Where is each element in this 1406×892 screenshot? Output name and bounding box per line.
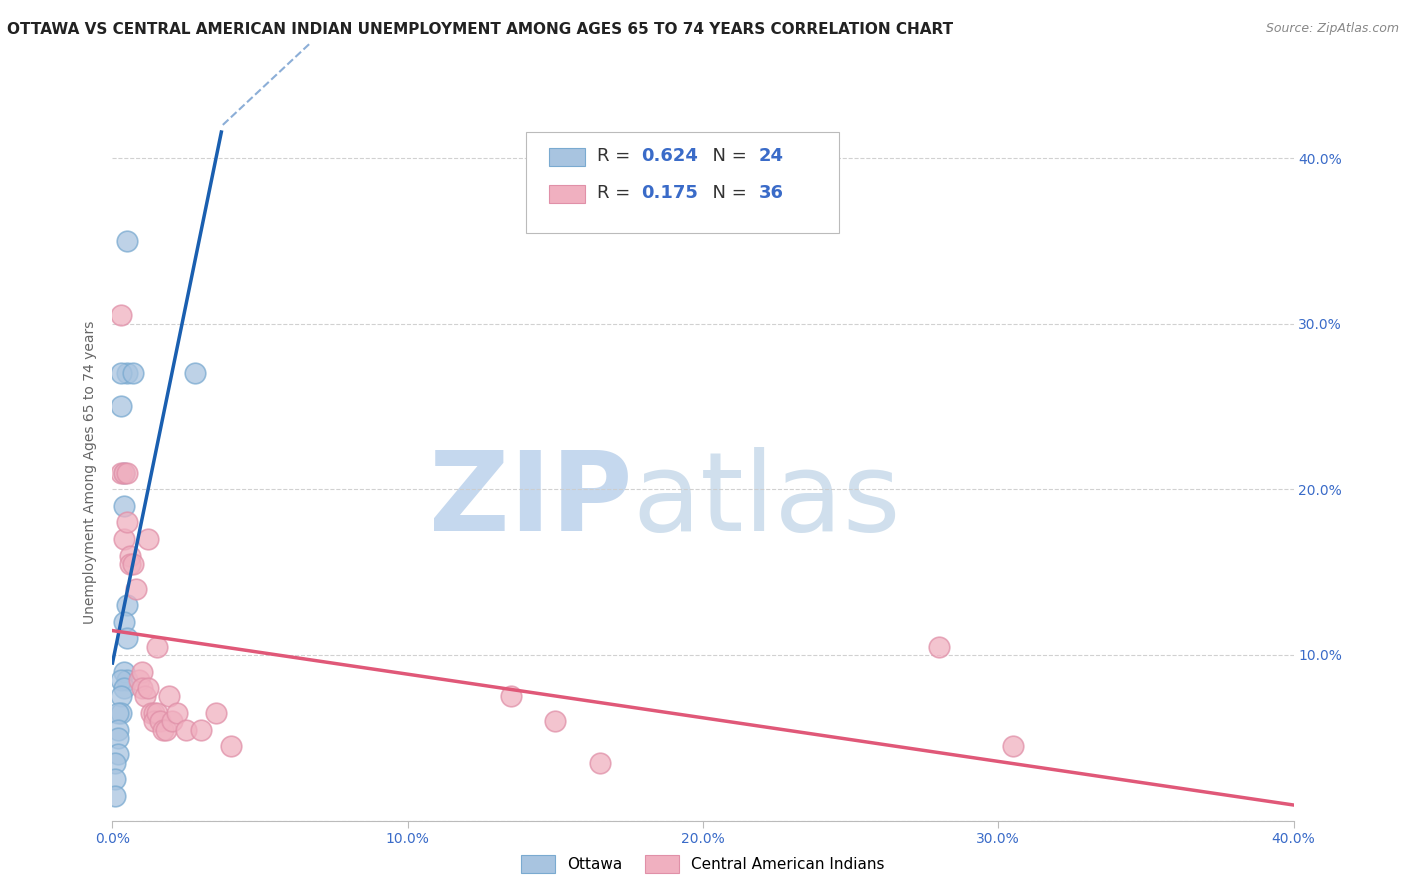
Point <box>112 681 135 695</box>
Point <box>928 640 950 654</box>
Point <box>117 599 138 613</box>
Point <box>1001 739 1024 753</box>
Point <box>117 234 138 248</box>
Point <box>117 516 138 530</box>
Point <box>219 739 242 753</box>
Point <box>131 665 153 679</box>
Point <box>142 706 165 720</box>
Point <box>122 557 145 571</box>
Text: R =: R = <box>596 147 636 165</box>
Text: 0.624: 0.624 <box>641 147 699 165</box>
Point <box>157 690 180 704</box>
Point <box>107 706 129 720</box>
Text: Source: ZipAtlas.com: Source: ZipAtlas.com <box>1265 22 1399 36</box>
Point <box>117 673 138 687</box>
Point <box>166 706 188 720</box>
Point <box>112 499 135 513</box>
Point <box>149 714 172 729</box>
Point <box>110 309 132 323</box>
Text: R =: R = <box>596 184 641 202</box>
Point <box>190 723 212 737</box>
Text: ZIP: ZIP <box>429 447 633 554</box>
Point <box>134 690 156 704</box>
Text: 36: 36 <box>758 184 783 202</box>
Point <box>117 466 138 480</box>
Point <box>155 723 177 737</box>
Point <box>501 690 523 704</box>
Point <box>136 681 159 695</box>
Point <box>131 681 153 695</box>
Point <box>110 706 132 720</box>
Point <box>104 772 127 787</box>
FancyBboxPatch shape <box>550 186 585 202</box>
Point <box>588 756 610 770</box>
Point <box>110 466 132 480</box>
Point <box>125 582 148 596</box>
Point <box>110 690 132 704</box>
Point <box>205 706 228 720</box>
Text: OTTAWA VS CENTRAL AMERICAN INDIAN UNEMPLOYMENT AMONG AGES 65 TO 74 YEARS CORRELA: OTTAWA VS CENTRAL AMERICAN INDIAN UNEMPL… <box>7 22 953 37</box>
Point <box>117 367 138 381</box>
Point <box>139 706 162 720</box>
Point <box>112 466 135 480</box>
Point <box>128 673 150 687</box>
Point <box>184 367 207 381</box>
Point <box>120 557 142 571</box>
Legend: Ottawa, Central American Indians: Ottawa, Central American Indians <box>515 849 891 880</box>
Point <box>152 723 174 737</box>
Point <box>107 723 129 737</box>
Y-axis label: Unemployment Among Ages 65 to 74 years: Unemployment Among Ages 65 to 74 years <box>83 321 97 624</box>
Point <box>544 714 567 729</box>
Text: 24: 24 <box>758 147 783 165</box>
Point <box>112 615 135 629</box>
Point <box>107 731 129 745</box>
Point <box>122 367 145 381</box>
Point <box>110 673 132 687</box>
Point <box>146 706 169 720</box>
Point <box>107 747 129 762</box>
Point <box>160 714 183 729</box>
Point <box>146 640 169 654</box>
Point <box>104 789 127 803</box>
Point <box>112 466 135 480</box>
Point <box>117 632 138 646</box>
Point <box>110 400 132 414</box>
Point <box>112 665 135 679</box>
Point <box>142 714 165 729</box>
Point <box>104 756 127 770</box>
Point <box>120 549 142 563</box>
Text: 0.175: 0.175 <box>641 184 699 202</box>
FancyBboxPatch shape <box>550 148 585 166</box>
Point <box>174 723 197 737</box>
Point <box>110 367 132 381</box>
Text: N =: N = <box>700 184 752 202</box>
Text: atlas: atlas <box>633 447 901 554</box>
Point <box>136 532 159 546</box>
Text: N =: N = <box>700 147 752 165</box>
Point <box>112 532 135 546</box>
FancyBboxPatch shape <box>526 132 839 233</box>
